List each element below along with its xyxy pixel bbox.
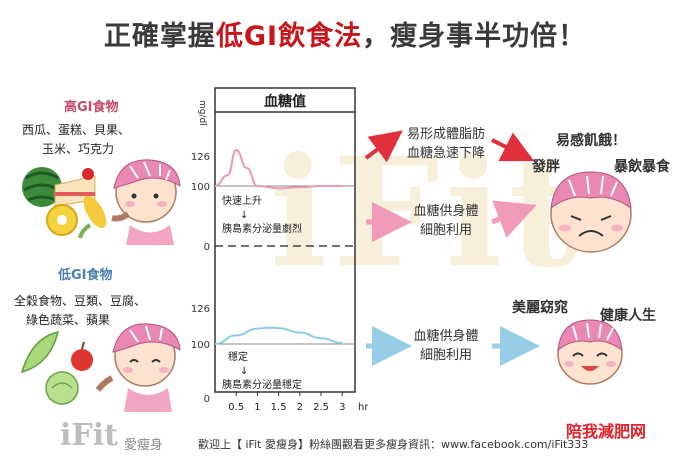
high-gi-foods: 西瓜、蛋糕、貝果、 玉米、巧克力 xyxy=(22,121,130,159)
x-tick-label: 2.5 xyxy=(313,402,329,413)
x-axis-ticks: 0.5 1 1.5 2 2.5 3 xyxy=(228,392,345,413)
fat-text: 發胖 xyxy=(532,159,560,175)
high-gi-heading: 高GI食物 xyxy=(64,100,119,115)
peapod-icon xyxy=(20,330,60,374)
fat-line2: 血糖急速下降 xyxy=(406,146,485,161)
high-gi-foods-line1: 西瓜、蛋糕、貝果、 xyxy=(22,123,131,137)
high-note-2: 胰島素分泌量劇烈 xyxy=(222,222,302,235)
high-note-1: 快速上升 xyxy=(222,195,262,207)
happy-face-icon xyxy=(557,319,623,385)
high-gi-foods-line2: 玉米、巧克力 xyxy=(42,142,115,156)
high-tick-126: 126 xyxy=(191,152,210,163)
x-tick-label: 1 xyxy=(254,402,260,413)
y-axis-label: mg/dl xyxy=(197,100,207,126)
fat-line1: 易形成體脂肪 xyxy=(406,127,485,142)
sad-face-illustration xyxy=(550,171,632,253)
low-note-1: 穩定 xyxy=(228,350,248,363)
red-arrow-2 xyxy=(491,132,535,162)
low-gi-curve xyxy=(214,326,343,345)
energy2-line1: 血糖供身體 xyxy=(413,329,479,344)
low-gi-foods-line2: 綠色蔬菜、蘋果 xyxy=(26,313,111,327)
footer-logo: iFit xyxy=(60,418,118,453)
low-note-2: 胰島素分泌量穩定 xyxy=(222,378,302,391)
footer-logo-cn: 愛瘦身 xyxy=(124,438,164,453)
binge-text: 暴飲暴食 xyxy=(614,159,670,175)
low-gi-heading: 低GI食物 xyxy=(58,268,113,283)
hungry-text: 易感飢餓！ xyxy=(556,133,626,149)
x-tick-label: 0.5 xyxy=(228,402,244,413)
chart-title: 血糖值 xyxy=(264,93,306,110)
low-note-arrow: ↓ xyxy=(240,366,248,377)
healthy-text: 健康人生 xyxy=(600,308,656,324)
x-tick-label: 2 xyxy=(297,402,303,413)
x-tick-label: 1.5 xyxy=(271,402,287,413)
apple-icon xyxy=(71,341,93,371)
low-gi-illustration xyxy=(20,323,181,412)
blood-sugar-chart: 血糖值 mg/dl 126 100 0 126 100 0 快速上升 ↓ 胰島素… xyxy=(191,87,368,413)
high-gi-curve xyxy=(214,148,343,190)
fat-effect-text: 易形成體脂肪 血糖急速下降 xyxy=(396,125,496,163)
bagel-icon xyxy=(46,204,78,236)
red-arrow-1 xyxy=(364,130,403,163)
energy-effect-text-1: 血糖供身體 細胞利用 xyxy=(396,202,496,240)
high-gi-illustration xyxy=(22,159,181,245)
cabbage-icon xyxy=(45,371,79,405)
x-tick-label: 3 xyxy=(339,402,345,413)
beauty-text: 美麗窈窕 xyxy=(512,300,568,316)
energy1-line1: 血糖供身體 xyxy=(413,204,479,219)
low-tick-126: 126 xyxy=(191,304,210,315)
girl-happy-eating-icon xyxy=(95,323,181,412)
sad-face-icon xyxy=(550,171,632,253)
pink-arrow-2 xyxy=(491,200,537,238)
footer-message: 歡迎上【 iFit 愛瘦身】粉絲團觀看更多瘦身資訊：www.facebook.c… xyxy=(198,438,589,451)
energy-effect-text-2: 血糖供身體 細胞利用 xyxy=(396,327,496,365)
x-axis-label: hr xyxy=(358,402,368,413)
energy2-line2: 細胞利用 xyxy=(419,348,472,363)
title-suffix: ，瘦身事半功倍！ xyxy=(362,21,587,52)
corn-icon xyxy=(78,195,107,239)
zero-tick: 0 xyxy=(204,242,210,253)
girl-sad-eating-icon xyxy=(111,159,181,245)
title-prefix: 正確掌握 xyxy=(103,21,216,52)
watermelon-icon xyxy=(22,167,62,207)
chart-frame xyxy=(214,87,356,393)
stamp-watermark: 陪我減肥网 xyxy=(566,422,647,441)
flow-arrows xyxy=(364,130,540,366)
footer-logo-text: iFit xyxy=(60,418,118,453)
title-highlight: 低GI飲食法 xyxy=(215,21,363,52)
page-title: 正確掌握低GI飲食法，瘦身事半功倍！ xyxy=(0,14,690,53)
high-note-arrow: ↓ xyxy=(240,210,248,221)
happy-face-illustration xyxy=(557,319,623,385)
low-gi-foods-line1: 全穀食物、豆類、豆腐、 xyxy=(14,294,147,308)
energy1-line2: 細胞利用 xyxy=(419,223,472,238)
high-tick-100: 100 xyxy=(191,182,210,193)
low-gi-foods: 全穀食物、豆類、豆腐、 綠色蔬菜、蘋果 xyxy=(14,292,146,330)
low-tick-0: 0 xyxy=(204,394,210,405)
low-tick-100: 100 xyxy=(191,340,210,351)
